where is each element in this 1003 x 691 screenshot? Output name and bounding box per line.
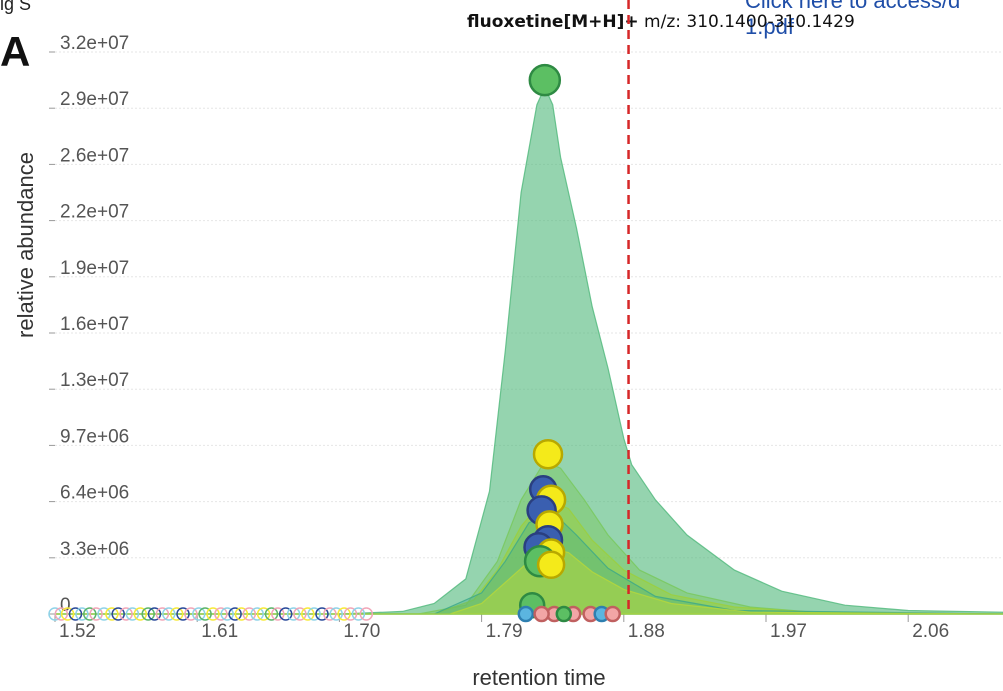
x-tick-label: 1.97 xyxy=(770,621,807,642)
baseline-point xyxy=(329,607,343,621)
baseline-point xyxy=(133,607,148,621)
y-tick-label: 3.2e+07 xyxy=(60,33,129,54)
baseline-point xyxy=(359,607,374,621)
baseline-point xyxy=(176,607,190,621)
apex-point xyxy=(533,605,550,623)
apex-point xyxy=(604,605,621,623)
y-tick-label: 2.6e+07 xyxy=(60,145,129,166)
chart-title: fluoxetine[M+H]+ m/z: 310.1400-310.1429 xyxy=(467,12,855,32)
y-tick-label: 3.3e+06 xyxy=(60,539,129,560)
baseline-point xyxy=(141,607,155,621)
baseline-point xyxy=(83,607,97,621)
y-tick-label: 0 xyxy=(60,595,71,616)
baseline-point xyxy=(125,607,140,621)
baseline-point xyxy=(343,607,358,621)
baseline-point xyxy=(111,607,125,621)
access-link-pdf[interactable]: 1.pdf xyxy=(745,14,794,39)
baseline-point xyxy=(97,607,111,621)
x-tick-label: 1.88 xyxy=(628,621,665,642)
mz-range: m/z: 310.1400-310.1429 xyxy=(644,12,855,32)
baseline-point xyxy=(147,607,162,621)
y-tick-labels: 0 3.3e+06 6.4e+06 9.7e+06 1.3e+07 1.6e+07 1.9e… xyxy=(60,33,129,616)
series-area-0 xyxy=(55,85,1003,615)
baseline-point xyxy=(105,607,119,621)
x-tick-label: 1.52 xyxy=(59,621,96,642)
x-tick-label: 1.70 xyxy=(343,621,380,642)
baseline-point xyxy=(198,607,212,621)
baseline-points xyxy=(48,607,374,621)
apex-point xyxy=(555,605,573,623)
baseline-point xyxy=(54,607,69,621)
apex-point xyxy=(536,550,566,580)
compound-name: fluoxetine[M+H]+ xyxy=(467,12,639,32)
y-axis-label: relative abundance xyxy=(13,152,38,338)
baseline-point xyxy=(351,607,366,621)
baseline-point xyxy=(68,607,83,621)
x-tick-labels: 1.52 1.61 1.70 1.79 1.88 1.97 2.06 xyxy=(59,621,949,642)
baseline-point xyxy=(264,607,279,621)
baseline-point xyxy=(192,607,206,621)
baseline-point xyxy=(293,607,307,621)
baseline-point xyxy=(315,607,329,621)
access-link[interactable]: Click here to access/d xyxy=(745,0,961,13)
baseline-point xyxy=(155,607,170,621)
baseline-point xyxy=(206,607,220,621)
apex-point xyxy=(532,438,564,470)
baseline-point xyxy=(119,607,133,621)
x-tick-label: 2.06 xyxy=(912,621,949,642)
baseline-point xyxy=(307,607,321,621)
panel-letter: A xyxy=(0,28,31,75)
baseline-point xyxy=(337,607,351,621)
baseline-point xyxy=(214,607,228,621)
x-axis-label: retention time xyxy=(472,665,606,690)
baseline-point xyxy=(220,607,234,621)
baseline-point xyxy=(271,607,285,621)
baseline-point xyxy=(228,607,242,621)
baseline-point xyxy=(286,607,301,621)
baseline-point xyxy=(162,607,176,621)
figure-caption-fragment: ig S xyxy=(0,0,32,14)
baseline-point xyxy=(278,607,293,621)
y-tick-label: 6.4e+06 xyxy=(60,483,129,504)
x-tick-label: 1.61 xyxy=(201,621,238,642)
y-tick-label: 1.3e+07 xyxy=(60,370,129,391)
series-area-4 xyxy=(55,546,1003,615)
baseline-point xyxy=(169,607,184,621)
series-areas xyxy=(55,85,1003,615)
baseline-point xyxy=(234,607,249,621)
apex-point xyxy=(517,605,535,623)
baseline-point xyxy=(60,607,75,621)
baseline-point xyxy=(301,607,315,621)
y-tick-label: 2.9e+07 xyxy=(60,89,129,110)
baseline-point xyxy=(250,607,264,621)
baseline-point xyxy=(184,607,198,621)
y-tick-label: 1.6e+07 xyxy=(60,314,129,335)
y-tick-label: 2.2e+07 xyxy=(60,202,129,223)
y-tick-label: 1.9e+07 xyxy=(60,258,129,279)
baseline-point xyxy=(323,607,337,621)
baseline-point xyxy=(75,607,89,621)
x-tick-label: 1.79 xyxy=(486,621,523,642)
baseline-point xyxy=(242,607,257,621)
apex-point xyxy=(528,63,562,97)
baseline-point xyxy=(89,607,103,621)
baseline-point xyxy=(256,607,271,621)
apex-points xyxy=(517,63,621,623)
y-tick-label: 9.7e+06 xyxy=(60,426,129,447)
